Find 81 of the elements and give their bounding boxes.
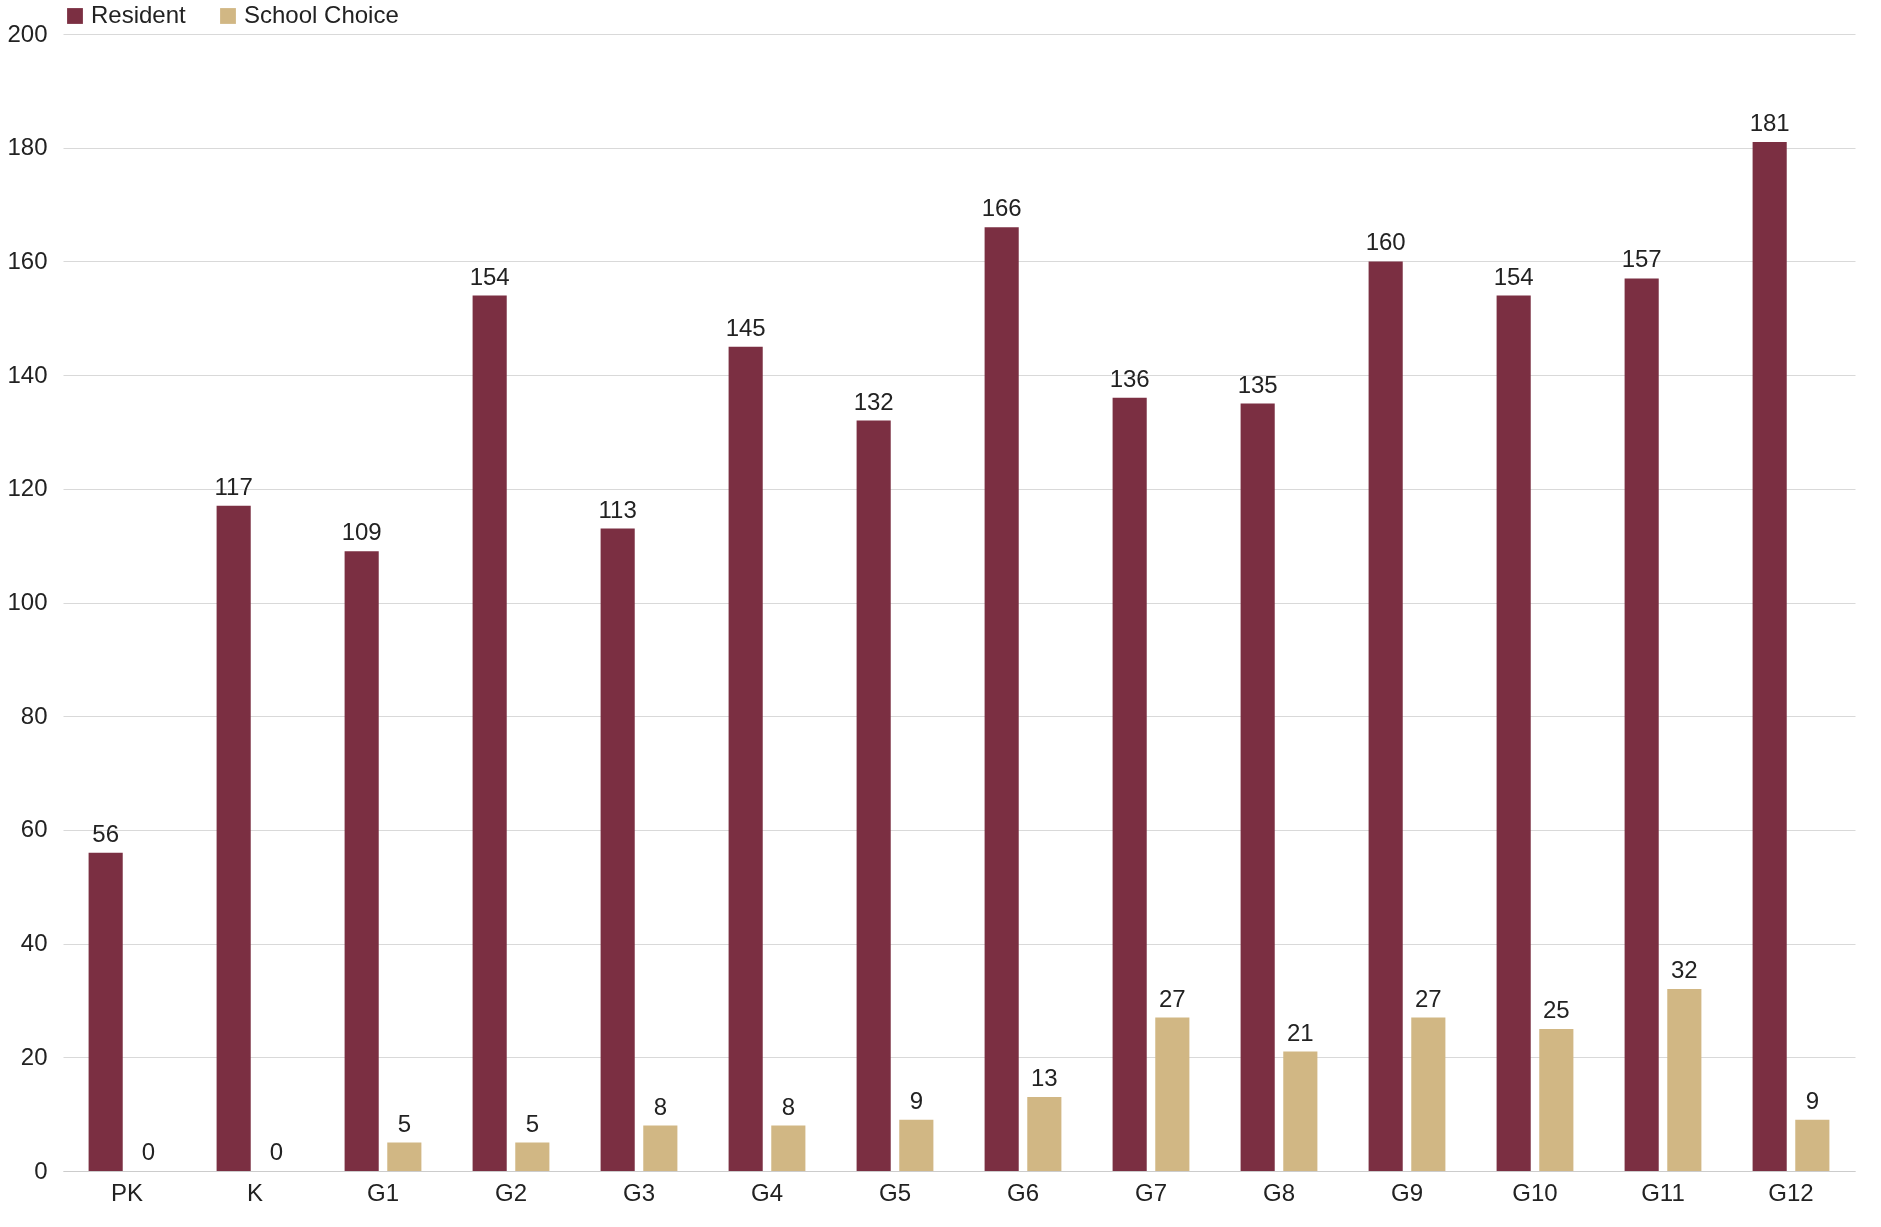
bar (728, 346, 763, 1171)
data-label: 8 (653, 1092, 668, 1120)
bar (1539, 1028, 1574, 1171)
y-tick-label: 40 (20, 929, 48, 957)
x-tick-label: G9 (1390, 1178, 1424, 1206)
data-label: 160 (1365, 228, 1406, 256)
bar (1496, 295, 1531, 1171)
y-tick-label: 80 (20, 701, 48, 729)
data-label: 56 (92, 819, 120, 847)
bar (600, 528, 635, 1171)
bar (1624, 278, 1659, 1171)
legend-label: School Choice (244, 1, 399, 28)
legend-label: Resident (91, 1, 187, 28)
y-tick-label: 100 (7, 588, 48, 615)
y-tick-label: 120 (7, 474, 48, 502)
data-label: 145 (725, 313, 766, 341)
data-label: 32 (1670, 956, 1698, 984)
data-label: 13 (1030, 1064, 1058, 1092)
data-label: 109 (341, 518, 382, 546)
x-tick-label: G5 (878, 1178, 912, 1206)
y-tick-label: 140 (7, 360, 48, 388)
bar (643, 1125, 678, 1171)
bar (771, 1125, 806, 1171)
data-label: 113 (598, 495, 637, 523)
bar (1283, 1051, 1318, 1171)
y-tick-label: 180 (7, 133, 48, 161)
bar (1155, 1017, 1190, 1171)
x-tick-label: G12 (1768, 1178, 1814, 1206)
data-label: 0 (141, 1138, 156, 1165)
bar (1027, 1097, 1062, 1171)
data-label: 157 (1621, 245, 1662, 273)
bar (1795, 1119, 1830, 1171)
x-tick-label: G10 (1512, 1178, 1558, 1206)
bar (1240, 403, 1275, 1171)
data-label: 132 (853, 387, 894, 415)
x-tick-label: G3 (622, 1178, 656, 1206)
bar (984, 227, 1019, 1171)
bar (1112, 397, 1147, 1171)
x-tick-label: K (246, 1178, 264, 1206)
bar (216, 505, 251, 1171)
x-tick-label: G4 (750, 1178, 784, 1206)
bar (1752, 142, 1787, 1171)
data-label: 181 (1749, 109, 1790, 137)
data-label: 136 (1109, 364, 1150, 392)
bar (472, 295, 507, 1171)
data-label: 27 (1414, 984, 1442, 1012)
data-label: 5 (525, 1109, 540, 1137)
bar (1368, 261, 1403, 1171)
y-tick-label: 160 (7, 246, 48, 274)
bar (1411, 1017, 1446, 1171)
data-label: 0 (269, 1138, 284, 1165)
bar (387, 1142, 422, 1171)
x-tick-label: G6 (1006, 1178, 1040, 1206)
data-label: 9 (909, 1086, 924, 1114)
data-label: 25 (1542, 995, 1570, 1023)
bar (88, 852, 123, 1171)
y-tick-label: 200 (7, 19, 48, 47)
y-tick-label: 20 (20, 1042, 48, 1070)
x-tick-label: G1 (366, 1178, 400, 1206)
data-label: 5 (397, 1109, 412, 1137)
data-label: 135 (1237, 370, 1278, 398)
bar (344, 551, 379, 1171)
bar (515, 1142, 550, 1171)
data-label: 154 (469, 262, 510, 290)
data-label: 9 (1805, 1086, 1820, 1114)
data-label: 27 (1158, 984, 1186, 1012)
x-tick-label: G11 (1641, 1178, 1685, 1206)
bar (1667, 989, 1702, 1171)
x-tick-label: PK (110, 1178, 144, 1206)
data-label: 21 (1286, 1018, 1314, 1046)
data-label: 166 (981, 194, 1022, 222)
y-tick-label: 0 (34, 1156, 48, 1184)
x-tick-label: G8 (1262, 1178, 1296, 1206)
data-label: 117 (214, 472, 253, 500)
data-label: 8 (781, 1092, 796, 1120)
x-tick-label: G2 (494, 1178, 528, 1206)
bar (899, 1119, 934, 1171)
data-label: 154 (1493, 262, 1534, 290)
x-tick-label: G7 (1134, 1178, 1168, 1206)
bar (856, 420, 891, 1171)
y-tick-label: 60 (20, 815, 48, 843)
